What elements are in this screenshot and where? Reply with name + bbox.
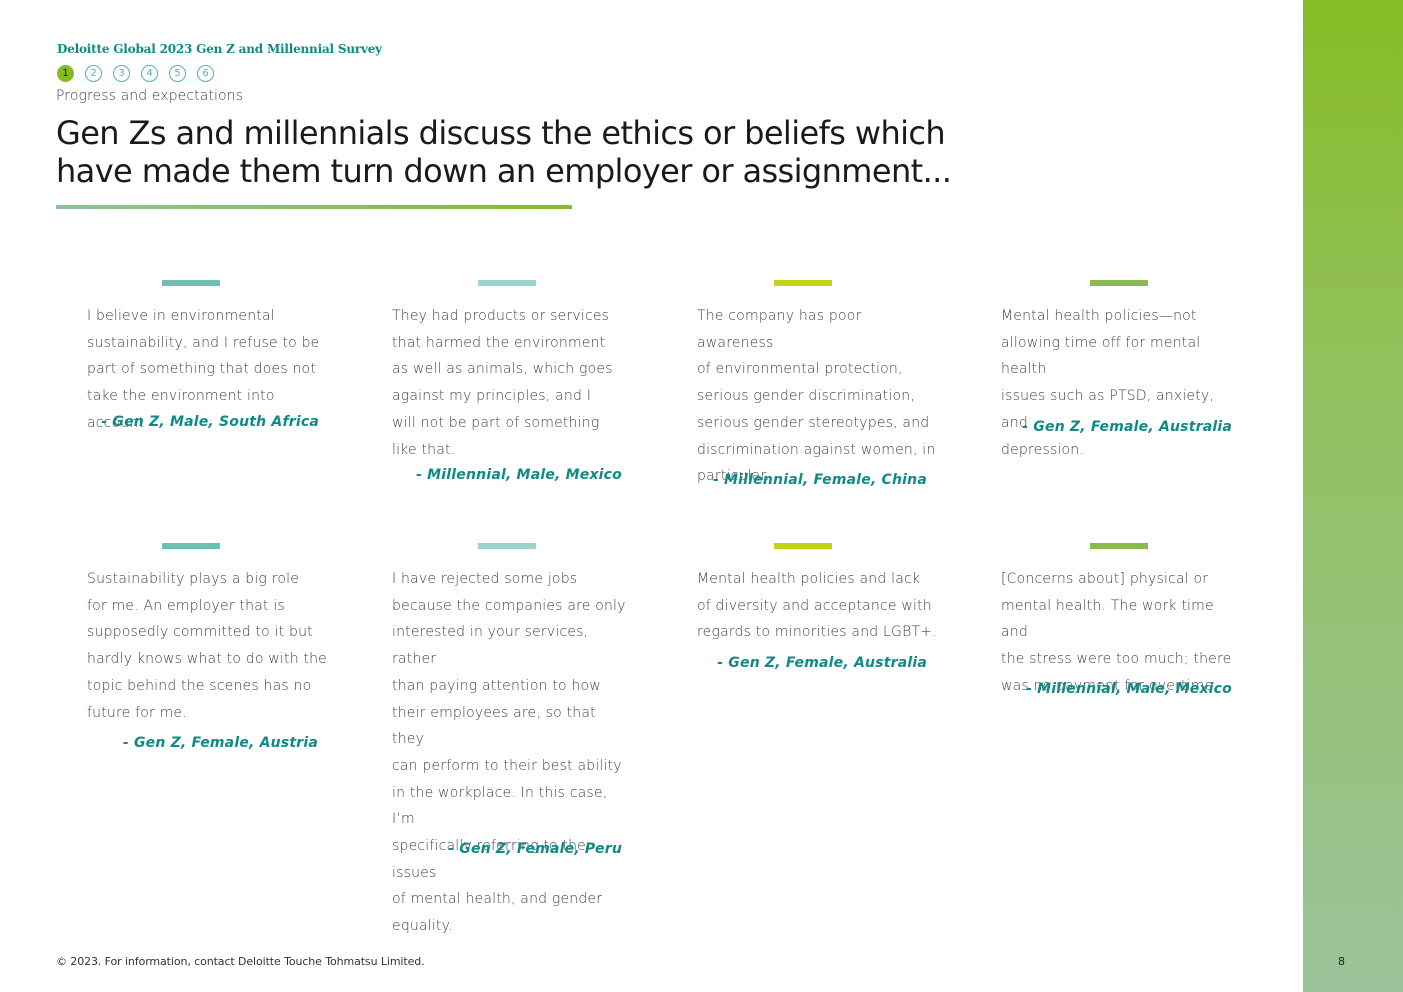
quote-text: They had products or services that harmed…	[392, 308, 613, 458]
nav-section-3[interactable]: 3	[113, 65, 130, 82]
nav-section-1[interactable]: 1	[57, 65, 74, 82]
quote-accent-bar	[1090, 543, 1148, 549]
quote-accent-bar	[1090, 280, 1148, 286]
quote-text: Mental health policies and lack of divers…	[697, 571, 937, 641]
quote-accent-bar	[774, 280, 832, 286]
survey-title: Deloitte Global 2023 Gen Z and Millennia…	[57, 42, 382, 56]
page-number: 8	[1338, 955, 1345, 968]
quote-text: Sustainability plays a big role for me. A…	[87, 571, 327, 721]
headline-underline	[56, 205, 572, 209]
quote-attribution: - Gen Z, Female, Peru	[448, 841, 622, 857]
quote-text: I believe in environmental sustainability…	[87, 308, 320, 431]
nav-section-4[interactable]: 4	[141, 65, 158, 82]
quote-attribution: - Millennial, Female, China	[712, 472, 927, 488]
nav-section-6[interactable]: 6	[197, 65, 214, 82]
quote-accent-bar	[774, 543, 832, 549]
quote-accent-bar	[478, 280, 536, 286]
quote-text: Mental health policies—not allowing time …	[1001, 308, 1215, 458]
decorative-gradient-sidebar	[1303, 0, 1403, 992]
quote-accent-bar	[162, 280, 220, 286]
section-navigation: 1 2 3 4 5 6	[57, 65, 214, 82]
copyright-footer: © 2023. For information, contact Deloitt…	[56, 955, 425, 968]
quote-accent-bar	[162, 543, 220, 549]
quote-attribution: - Millennial, Male, Mexico	[416, 467, 622, 483]
quote-text: I have rejected some jobs because the com…	[392, 571, 626, 935]
quote-attribution: - Gen Z, Male, South Africa	[101, 414, 319, 430]
quote-text: [Concerns about] physical or mental healt…	[1001, 571, 1232, 694]
page-title: Gen Zs and millennials discuss the ethic…	[56, 114, 952, 190]
quote-attribution: - Gen Z, Female, Austria	[122, 735, 318, 751]
nav-section-2[interactable]: 2	[85, 65, 102, 82]
quote-attribution: - Gen Z, Female, Australia	[717, 655, 927, 671]
quote-attribution: - Millennial, Male, Mexico	[1026, 681, 1232, 697]
quote-attribution: - Gen Z, Female, Australia	[1022, 419, 1232, 435]
section-label: Progress and expectations	[56, 88, 244, 104]
nav-section-5[interactable]: 5	[169, 65, 186, 82]
quote-text: The company has poor awareness of environ…	[697, 308, 936, 485]
quote-accent-bar	[478, 543, 536, 549]
